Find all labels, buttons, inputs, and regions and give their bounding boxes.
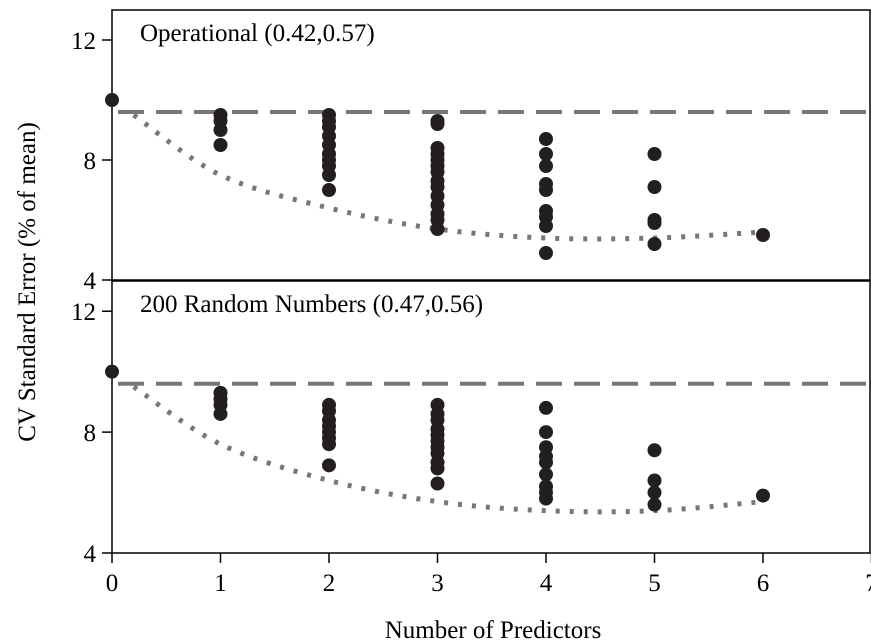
y-tick-label: 12 bbox=[71, 28, 96, 55]
data-point bbox=[213, 138, 228, 152]
data-point bbox=[539, 147, 553, 161]
data-point bbox=[213, 123, 228, 137]
panel-frame bbox=[111, 9, 871, 281]
data-point bbox=[430, 222, 445, 236]
data-point bbox=[647, 497, 662, 512]
data-point bbox=[105, 93, 119, 107]
trend-line bbox=[132, 112, 764, 242]
y-tick-label: 12 bbox=[71, 299, 96, 326]
x-tick-label: 3 bbox=[431, 570, 444, 597]
data-point bbox=[539, 425, 553, 440]
panel-2: 4 8 12 200 Random Numbers (0.47,0.56) bbox=[71, 280, 871, 568]
panels: 4 8 12 Operational (0.42,0.57) 4 8 12 200 Rando… bbox=[71, 9, 871, 568]
data-point bbox=[539, 467, 553, 482]
y-tick-label: 8 bbox=[84, 148, 97, 175]
x-axis: 0 1 2 3 4 5 6 7 bbox=[106, 553, 871, 597]
data-point bbox=[539, 246, 553, 260]
data-point bbox=[647, 237, 662, 251]
x-tick-label: 7 bbox=[865, 570, 871, 597]
panel-frame bbox=[111, 280, 871, 554]
data-point bbox=[539, 400, 553, 415]
data-point bbox=[539, 183, 553, 197]
data-point bbox=[213, 406, 228, 421]
data-point bbox=[756, 228, 770, 242]
data-point bbox=[430, 476, 445, 491]
data-point bbox=[539, 159, 553, 173]
panel-title: Operational (0.42,0.57) bbox=[140, 20, 375, 47]
data-point bbox=[647, 147, 662, 161]
x-axis-title: Number of Predictors bbox=[385, 617, 602, 643]
data-point bbox=[430, 461, 445, 476]
data-point bbox=[322, 437, 336, 452]
data-point bbox=[539, 491, 553, 506]
panel-title: 200 Random Numbers (0.47,0.56) bbox=[140, 291, 483, 318]
data-point bbox=[647, 216, 662, 230]
x-tick-label: 5 bbox=[648, 570, 661, 597]
data-point bbox=[322, 168, 336, 182]
x-tick-label: 2 bbox=[323, 570, 336, 597]
panel-1: 4 8 12 Operational (0.42,0.57) bbox=[71, 9, 871, 295]
data-point bbox=[105, 364, 119, 379]
y-tick-label: 4 bbox=[84, 268, 97, 295]
trend-line bbox=[132, 384, 764, 515]
data-point bbox=[539, 132, 553, 146]
x-tick-label: 0 bbox=[106, 570, 119, 597]
x-tick-label: 6 bbox=[757, 570, 770, 597]
data-point bbox=[647, 473, 662, 488]
data-point bbox=[322, 458, 336, 473]
y-axis-title: CV Standard Error (% of mean) bbox=[14, 122, 41, 442]
data-point bbox=[647, 180, 662, 194]
data-point bbox=[430, 117, 445, 131]
data-point bbox=[756, 488, 770, 503]
data-point bbox=[322, 183, 336, 197]
data-point bbox=[539, 219, 553, 233]
y-tick-label: 8 bbox=[84, 420, 97, 447]
data-point bbox=[647, 485, 662, 500]
x-tick-label: 4 bbox=[540, 570, 553, 597]
data-point bbox=[539, 455, 553, 470]
y-tick-label: 4 bbox=[84, 541, 97, 568]
x-tick-label: 1 bbox=[214, 570, 227, 597]
data-point bbox=[647, 443, 662, 458]
